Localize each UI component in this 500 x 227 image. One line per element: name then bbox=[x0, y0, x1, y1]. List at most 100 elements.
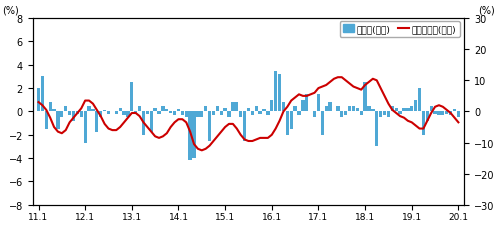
Bar bbox=[313, 112, 316, 118]
Bar bbox=[426, 112, 429, 121]
Bar bbox=[301, 100, 304, 112]
Text: (%): (%) bbox=[478, 5, 494, 15]
Bar bbox=[48, 103, 52, 112]
Bar bbox=[387, 112, 390, 118]
Bar bbox=[445, 112, 448, 114]
Bar bbox=[434, 112, 436, 114]
Bar bbox=[356, 109, 359, 112]
Bar bbox=[142, 112, 145, 135]
Bar bbox=[76, 112, 79, 114]
Bar bbox=[383, 112, 386, 115]
Bar bbox=[266, 112, 270, 115]
Bar bbox=[262, 110, 266, 112]
Bar bbox=[328, 103, 332, 112]
Bar bbox=[375, 112, 378, 147]
Bar bbox=[99, 112, 102, 118]
Bar bbox=[406, 109, 409, 112]
Bar bbox=[208, 112, 211, 141]
Bar bbox=[162, 106, 164, 112]
Bar bbox=[270, 100, 274, 112]
Bar bbox=[456, 112, 460, 118]
Bar bbox=[453, 110, 456, 112]
Bar bbox=[422, 112, 425, 135]
Bar bbox=[138, 106, 141, 112]
Bar bbox=[122, 112, 126, 115]
Bar bbox=[430, 106, 433, 112]
Bar bbox=[418, 89, 421, 112]
Bar bbox=[438, 112, 440, 115]
Bar bbox=[188, 112, 192, 161]
Bar bbox=[204, 106, 208, 112]
Bar bbox=[278, 75, 281, 112]
Bar bbox=[340, 112, 344, 118]
Bar bbox=[146, 112, 149, 114]
Legend: 전월비(좌축), 전년동월비(우축): 전월비(좌축), 전년동월비(우축) bbox=[340, 22, 460, 38]
Bar bbox=[250, 112, 254, 115]
Bar bbox=[441, 112, 444, 115]
Bar bbox=[134, 112, 138, 113]
Bar bbox=[324, 106, 328, 112]
Bar bbox=[320, 112, 324, 135]
Bar bbox=[336, 106, 340, 112]
Bar bbox=[305, 94, 308, 112]
Bar bbox=[177, 110, 180, 112]
Bar bbox=[165, 110, 168, 112]
Bar bbox=[220, 112, 223, 115]
Bar bbox=[184, 112, 188, 118]
Bar bbox=[247, 109, 250, 112]
Bar bbox=[56, 112, 59, 129]
Bar bbox=[192, 112, 196, 158]
Bar bbox=[95, 112, 98, 133]
Bar bbox=[402, 109, 406, 112]
Bar bbox=[414, 100, 418, 112]
Text: (%): (%) bbox=[2, 5, 19, 15]
Bar bbox=[298, 112, 300, 115]
Bar bbox=[154, 109, 157, 112]
Bar bbox=[243, 112, 246, 141]
Bar bbox=[294, 106, 297, 112]
Bar bbox=[368, 106, 370, 112]
Bar bbox=[169, 112, 172, 113]
Bar bbox=[348, 106, 351, 112]
Bar bbox=[37, 89, 40, 112]
Bar bbox=[52, 110, 56, 112]
Bar bbox=[118, 109, 122, 112]
Bar bbox=[158, 112, 160, 114]
Bar bbox=[216, 106, 219, 112]
Bar bbox=[224, 109, 227, 112]
Bar bbox=[290, 112, 293, 129]
Bar bbox=[449, 112, 452, 115]
Bar bbox=[212, 112, 215, 115]
Bar bbox=[130, 83, 134, 112]
Bar bbox=[80, 112, 83, 118]
Bar bbox=[196, 112, 200, 118]
Bar bbox=[317, 94, 320, 112]
Bar bbox=[84, 112, 87, 143]
Bar bbox=[64, 106, 68, 112]
Bar bbox=[173, 112, 176, 115]
Bar bbox=[231, 103, 234, 112]
Bar bbox=[410, 106, 414, 112]
Bar bbox=[360, 112, 363, 115]
Bar bbox=[258, 112, 262, 114]
Bar bbox=[254, 106, 258, 112]
Bar bbox=[398, 112, 402, 114]
Bar bbox=[107, 112, 110, 114]
Bar bbox=[352, 106, 355, 112]
Bar bbox=[180, 112, 184, 115]
Bar bbox=[390, 106, 394, 112]
Bar bbox=[394, 109, 398, 112]
Bar bbox=[235, 103, 238, 112]
Bar bbox=[200, 112, 203, 118]
Bar bbox=[364, 83, 366, 112]
Bar bbox=[114, 112, 118, 114]
Bar bbox=[72, 112, 75, 121]
Bar bbox=[92, 110, 94, 112]
Bar bbox=[274, 71, 278, 112]
Bar bbox=[282, 103, 285, 112]
Bar bbox=[68, 112, 71, 115]
Bar bbox=[40, 77, 44, 112]
Bar bbox=[239, 112, 242, 118]
Bar bbox=[150, 112, 153, 133]
Bar bbox=[103, 111, 106, 112]
